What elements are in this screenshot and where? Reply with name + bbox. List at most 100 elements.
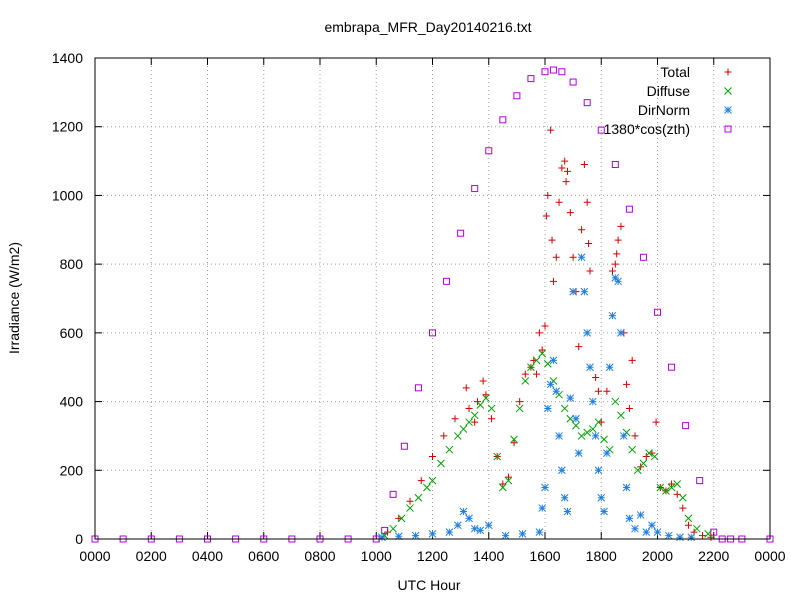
data-point (583, 198, 591, 206)
data-point (521, 370, 529, 378)
data-point (687, 533, 696, 542)
data-point (617, 329, 625, 337)
data-point (572, 414, 580, 423)
data-point (560, 493, 569, 502)
data-point (429, 453, 436, 461)
data-point (465, 418, 473, 427)
data-point (562, 178, 570, 186)
plot-frame (94, 57, 771, 540)
data-point (652, 418, 660, 426)
data-point (561, 157, 569, 165)
x-tick-label: 2000 (642, 548, 673, 564)
data-point (577, 432, 586, 440)
data-point (585, 240, 593, 248)
data-point (668, 363, 676, 371)
y-tick-label: 400 (60, 394, 84, 410)
data-point (538, 349, 547, 358)
data-point (445, 445, 454, 454)
data-point (654, 308, 661, 316)
data-point (586, 267, 594, 275)
data-point (465, 514, 473, 523)
data-point (445, 528, 454, 536)
data-point (543, 404, 552, 413)
data-point (575, 343, 583, 351)
data-point (552, 387, 561, 396)
data-point (493, 452, 502, 461)
data-point (462, 384, 470, 392)
data-point (552, 253, 560, 261)
data-point (639, 459, 648, 468)
data-point (667, 483, 676, 492)
data-point (527, 75, 535, 83)
data-point (423, 483, 431, 492)
data-point (611, 260, 619, 268)
data-point (544, 191, 552, 199)
data-point (459, 425, 468, 433)
data-point (588, 425, 597, 433)
series-star (378, 253, 696, 542)
data-point (499, 116, 507, 124)
legend-label: 1380*cos(zth) (604, 121, 690, 137)
data-point (594, 387, 602, 395)
data-point (453, 432, 462, 440)
data-point (510, 435, 518, 444)
x-tick-label: 0600 (248, 548, 279, 564)
data-point (516, 398, 524, 406)
data-point (488, 415, 496, 423)
data-point (577, 253, 586, 262)
y-tick-label: 1200 (52, 119, 83, 135)
data-point (549, 277, 557, 285)
x-axis-label: UTC Hour (397, 577, 460, 593)
data-point (510, 439, 518, 447)
data-point (611, 397, 620, 406)
series-plus (384, 126, 715, 541)
data-point (498, 483, 507, 492)
data-point (636, 511, 645, 519)
data-point (668, 480, 676, 488)
data-point (479, 377, 487, 385)
data-point (613, 250, 621, 258)
y-tick-label: 1400 (52, 50, 83, 66)
data-point (597, 126, 605, 134)
data-series (91, 66, 774, 543)
data-point (569, 287, 577, 296)
data-point (591, 432, 600, 440)
data-point (527, 363, 535, 372)
data-point (541, 483, 549, 492)
data-point (504, 473, 512, 481)
data-point (457, 229, 465, 237)
y-tick-label: 1000 (52, 187, 83, 203)
data-point (566, 209, 574, 217)
legend-marker (724, 125, 732, 133)
data-point (476, 526, 485, 535)
data-point (611, 161, 619, 169)
grid-lines (95, 58, 770, 539)
data-point (558, 164, 566, 172)
data-point (400, 442, 408, 450)
data-point (662, 487, 670, 495)
data-point (664, 531, 673, 540)
data-point (673, 480, 682, 488)
data-point (564, 167, 571, 175)
data-point (704, 529, 712, 538)
data-point (679, 504, 687, 512)
data-point (429, 329, 436, 337)
data-point (549, 66, 557, 74)
data-point (594, 418, 603, 427)
data-point (417, 477, 425, 485)
data-point (696, 477, 704, 485)
data-point (548, 236, 556, 244)
data-point (578, 226, 586, 234)
data-point (653, 528, 662, 536)
data-point (609, 267, 616, 275)
data-point (710, 528, 718, 536)
data-point (631, 432, 639, 440)
data-point (625, 404, 633, 412)
data-point (378, 533, 386, 542)
x-tick-label: 0000 (754, 548, 785, 564)
legend-marker (724, 87, 732, 95)
data-point (605, 363, 614, 372)
axis-ticks: 0000 0200 0400 0600 0800 1000 1200 1400 1600 1800… (52, 50, 786, 564)
data-point (518, 529, 527, 538)
